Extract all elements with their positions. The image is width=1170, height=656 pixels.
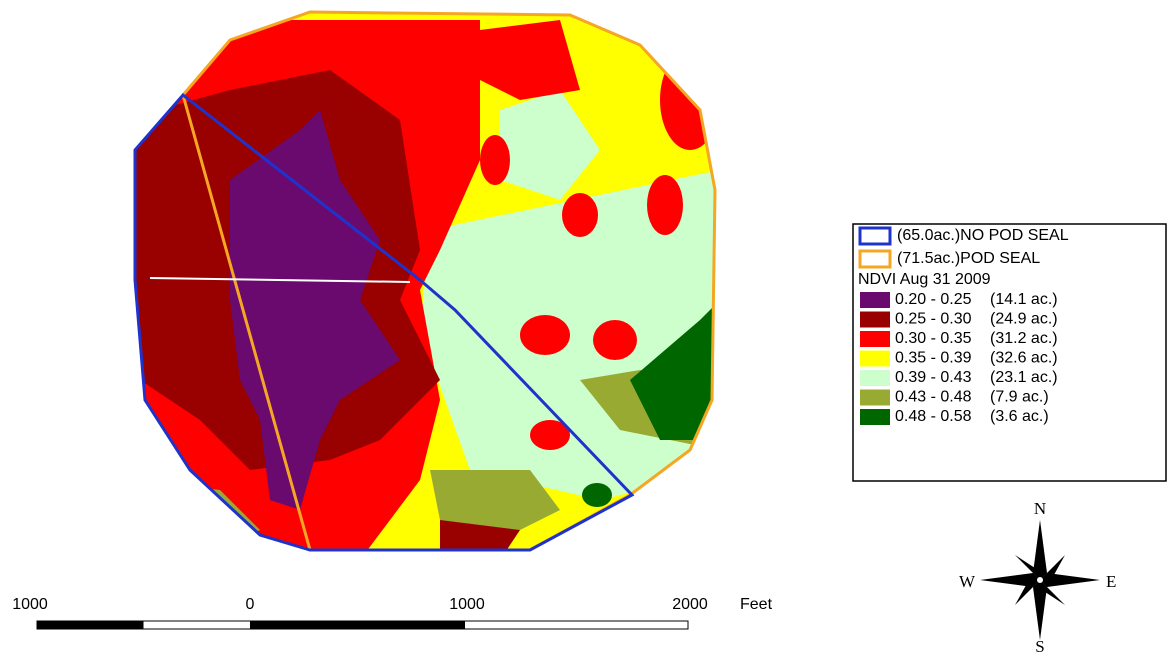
legend-class-swatch (860, 312, 890, 328)
legend-class-swatch (860, 331, 890, 347)
legend-class-area: (31.2 ac.) (990, 330, 1058, 347)
legend-class-swatch (860, 351, 890, 367)
legend-class-area: (7.9 ac.) (990, 389, 1049, 406)
scale-label: 0 (246, 596, 255, 613)
legend-class-area: (23.1 ac.) (990, 369, 1058, 386)
ndvi-raster (100, 0, 750, 600)
legend-class-swatch (860, 370, 890, 386)
scale-label: 1000 (449, 596, 485, 613)
compass-north: N (1034, 499, 1046, 518)
legend-class-range: 0.35 - 0.39 (895, 350, 972, 367)
legend-class-range: 0.30 - 0.35 (895, 330, 972, 347)
legend-class-swatch (860, 292, 890, 308)
legend-class-range: 0.39 - 0.43 (895, 369, 972, 386)
legend-class-range: 0.43 - 0.48 (895, 389, 972, 406)
legend-class-range: 0.48 - 0.58 (895, 408, 972, 425)
legend-class-range: 0.25 - 0.30 (895, 311, 972, 328)
map: (65.0ac.)NO POD SEAL (71.5ac.)POD SEAL NDV… (0, 0, 1170, 656)
legend-class-area: (32.6 ac.) (990, 350, 1058, 367)
legend-class-area: (24.9 ac.) (990, 311, 1058, 328)
legend: (65.0ac.)NO POD SEAL (71.5ac.)POD SEAL NDV… (858, 227, 1069, 425)
legend-class-swatch (860, 390, 890, 406)
compass-south: S (1035, 637, 1044, 656)
scale-label: 2000 (672, 596, 708, 613)
scale-bar (37, 621, 688, 629)
legend-class-area: (14.1 ac.) (990, 291, 1058, 308)
legend-class-area: (3.6 ac.) (990, 408, 1049, 425)
legend-title: NDVI Aug 31 2009 (858, 271, 991, 288)
legend-boundary-label: (71.5ac.)POD SEAL (897, 250, 1040, 267)
map-page: (65.0ac.)NO POD SEAL (71.5ac.)POD SEAL NDV… (0, 0, 1170, 656)
scale-unit: Feet (740, 596, 773, 613)
legend-class-swatch (860, 409, 890, 425)
legend-class-range: 0.20 - 0.25 (895, 291, 972, 308)
compass: N S E W (959, 499, 1116, 656)
legend-boundary-label: (65.0ac.)NO POD SEAL (897, 227, 1069, 244)
scale-label: 1000 (12, 596, 48, 613)
compass-east: E (1106, 572, 1116, 591)
compass-west: W (959, 572, 976, 591)
